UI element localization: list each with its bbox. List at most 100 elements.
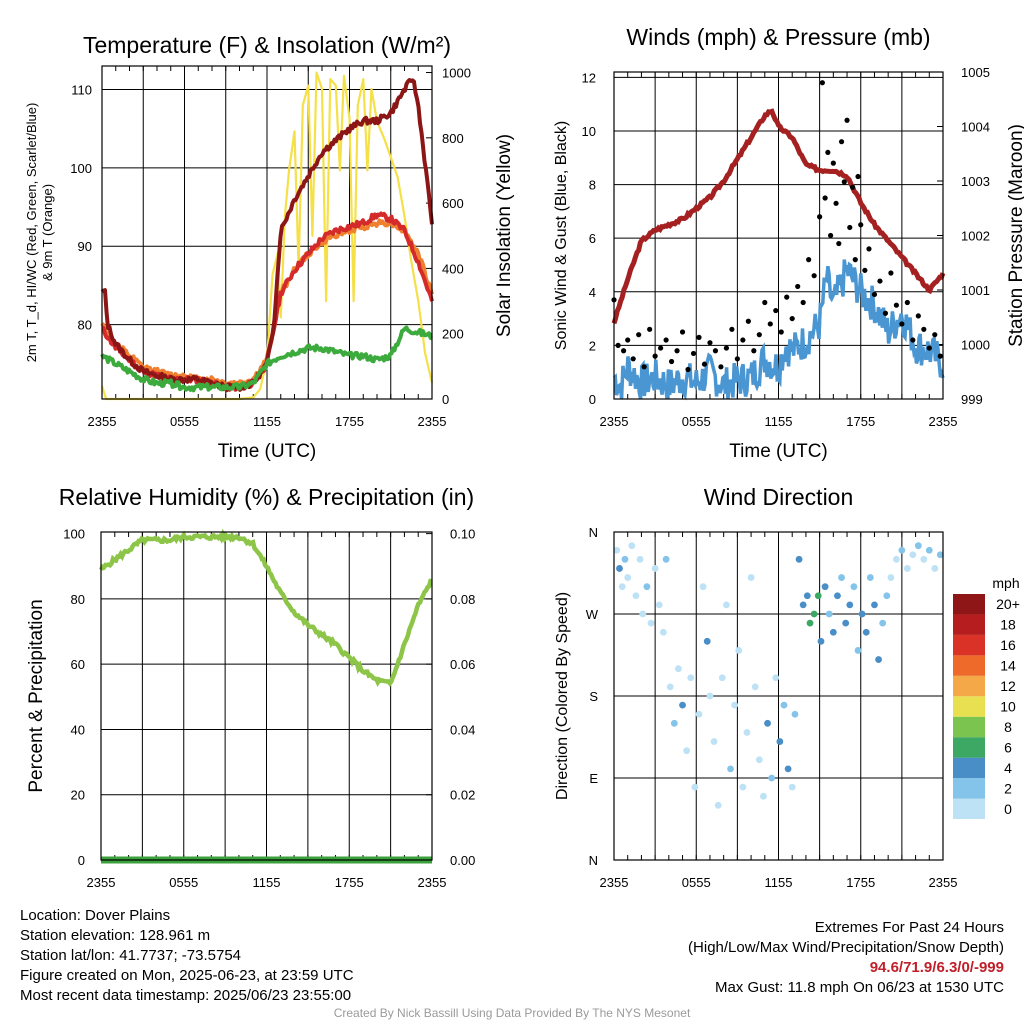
gust-point xyxy=(767,321,773,327)
wind-direction-point xyxy=(784,765,792,773)
gust-point xyxy=(701,361,708,367)
gust-point xyxy=(734,356,740,362)
gust-point xyxy=(827,232,834,239)
gust-point xyxy=(817,214,823,220)
x-tick-label: 2355 xyxy=(600,414,629,429)
y-right-tick-label: 1000 xyxy=(961,338,990,353)
wind-direction-point xyxy=(799,601,807,609)
gust-point xyxy=(915,313,921,319)
gust-point xyxy=(844,117,850,123)
x-tick-label: 1155 xyxy=(253,875,281,890)
gust-point xyxy=(674,348,680,354)
wind-direction-point xyxy=(710,738,718,745)
gust-point xyxy=(932,332,938,338)
station-location: Location: Dover Plains xyxy=(20,907,171,924)
gust-point xyxy=(888,270,894,276)
wind-direction-point xyxy=(788,783,796,791)
gust-point xyxy=(658,345,664,351)
colorbar-swatch xyxy=(953,696,985,717)
gust-point xyxy=(723,345,730,351)
colorbar-swatch xyxy=(953,634,985,656)
gust-point xyxy=(822,195,828,201)
gust-point xyxy=(625,337,631,343)
plot-frame xyxy=(100,531,433,861)
colorbar-swatch xyxy=(953,675,985,697)
wind-direction-point xyxy=(850,583,858,591)
wind-direction-point xyxy=(755,756,763,764)
wind-direction-point xyxy=(866,574,874,581)
gust-point xyxy=(877,278,883,284)
gust-point xyxy=(652,353,658,359)
y-tick-label: 12 xyxy=(582,70,596,85)
extremes-title: Extremes For Past 24 Hours xyxy=(814,919,1004,936)
gust-point xyxy=(855,173,861,180)
y-axis-label: Direction (Colored By Speed) xyxy=(554,592,571,800)
y-right-tick-label: 1000 xyxy=(442,66,471,81)
gust-point xyxy=(630,356,636,362)
colorbar-label: 14 xyxy=(1000,658,1016,674)
colorbar-swatch xyxy=(953,655,985,676)
chart-title: Winds (mph) & Pressure (mb) xyxy=(626,24,930,50)
x-tick-label: 0555 xyxy=(169,875,198,890)
gust-point xyxy=(615,342,621,348)
chart-title: Wind Direction xyxy=(704,484,854,510)
gust-point xyxy=(899,321,905,327)
colorbar-swatch xyxy=(953,716,985,738)
wind-direction-point xyxy=(718,674,726,682)
gust-point xyxy=(852,257,858,263)
plot-frame xyxy=(613,71,944,400)
wind-direction-point xyxy=(814,592,822,600)
wind-direction-point xyxy=(821,583,829,591)
wind-direction-point xyxy=(735,647,743,654)
wind-direction-point xyxy=(655,601,663,609)
gust-point xyxy=(825,149,831,156)
colorbar-swatch xyxy=(953,614,985,635)
colorbar-label: 16 xyxy=(1000,637,1016,653)
gust-point xyxy=(937,353,943,359)
gust-point xyxy=(904,299,910,306)
gust-point xyxy=(756,332,762,338)
colorbar-unit: mph xyxy=(992,575,1019,591)
y-tick-label: 40 xyxy=(71,722,85,737)
wind-direction-point xyxy=(613,546,621,554)
y-tick-label: S xyxy=(589,689,598,704)
y-tick-label: 6 xyxy=(589,231,596,246)
y-tick-label: N xyxy=(589,853,598,868)
wind-direction-point xyxy=(892,555,900,563)
wind-direction-point xyxy=(776,738,784,745)
wind-direction-point xyxy=(879,619,887,627)
wind-direction-point xyxy=(829,628,837,636)
y-right-tick-label: 999 xyxy=(961,392,983,407)
wind-direction-point xyxy=(632,592,640,600)
colorbar-label: 10 xyxy=(1000,699,1016,715)
wind-direction-point xyxy=(616,565,623,572)
x-axis-label: Time (UTC) xyxy=(218,441,317,462)
gust-point xyxy=(830,160,836,166)
gust-point xyxy=(696,334,702,340)
y-right-tick-label: 200 xyxy=(442,327,464,342)
chart-title: Relative Humidity (%) & Precipitation (i… xyxy=(59,484,474,510)
x-tick-label: 2355 xyxy=(88,414,117,429)
figure-created: Figure created on Mon, 2025-06-23, at 23… xyxy=(20,967,354,984)
gust-point xyxy=(762,299,768,306)
wind-direction-point xyxy=(714,801,722,809)
gust-point xyxy=(778,329,784,335)
x-tick-label: 1155 xyxy=(253,414,281,429)
y-tick-label: 10 xyxy=(582,124,596,139)
wind-direction-point xyxy=(806,619,814,627)
wind-direction-point xyxy=(670,719,678,727)
wind-direction-point xyxy=(699,583,707,591)
gust-point xyxy=(926,345,932,351)
y-tick-label: 20 xyxy=(71,788,85,803)
y-tick-label: 80 xyxy=(78,318,92,333)
wind-direction-point xyxy=(936,551,944,559)
gust-point xyxy=(795,283,801,290)
y-right-tick-label: 0.00 xyxy=(450,853,475,868)
wind-direction-point xyxy=(817,637,825,645)
wind-direction-point xyxy=(683,747,691,755)
gust-point xyxy=(806,257,812,263)
colorbar-label: 18 xyxy=(1000,617,1016,633)
gust-point xyxy=(836,240,842,247)
y-tick-label: 4 xyxy=(589,285,596,300)
wind-direction-point xyxy=(825,610,833,618)
